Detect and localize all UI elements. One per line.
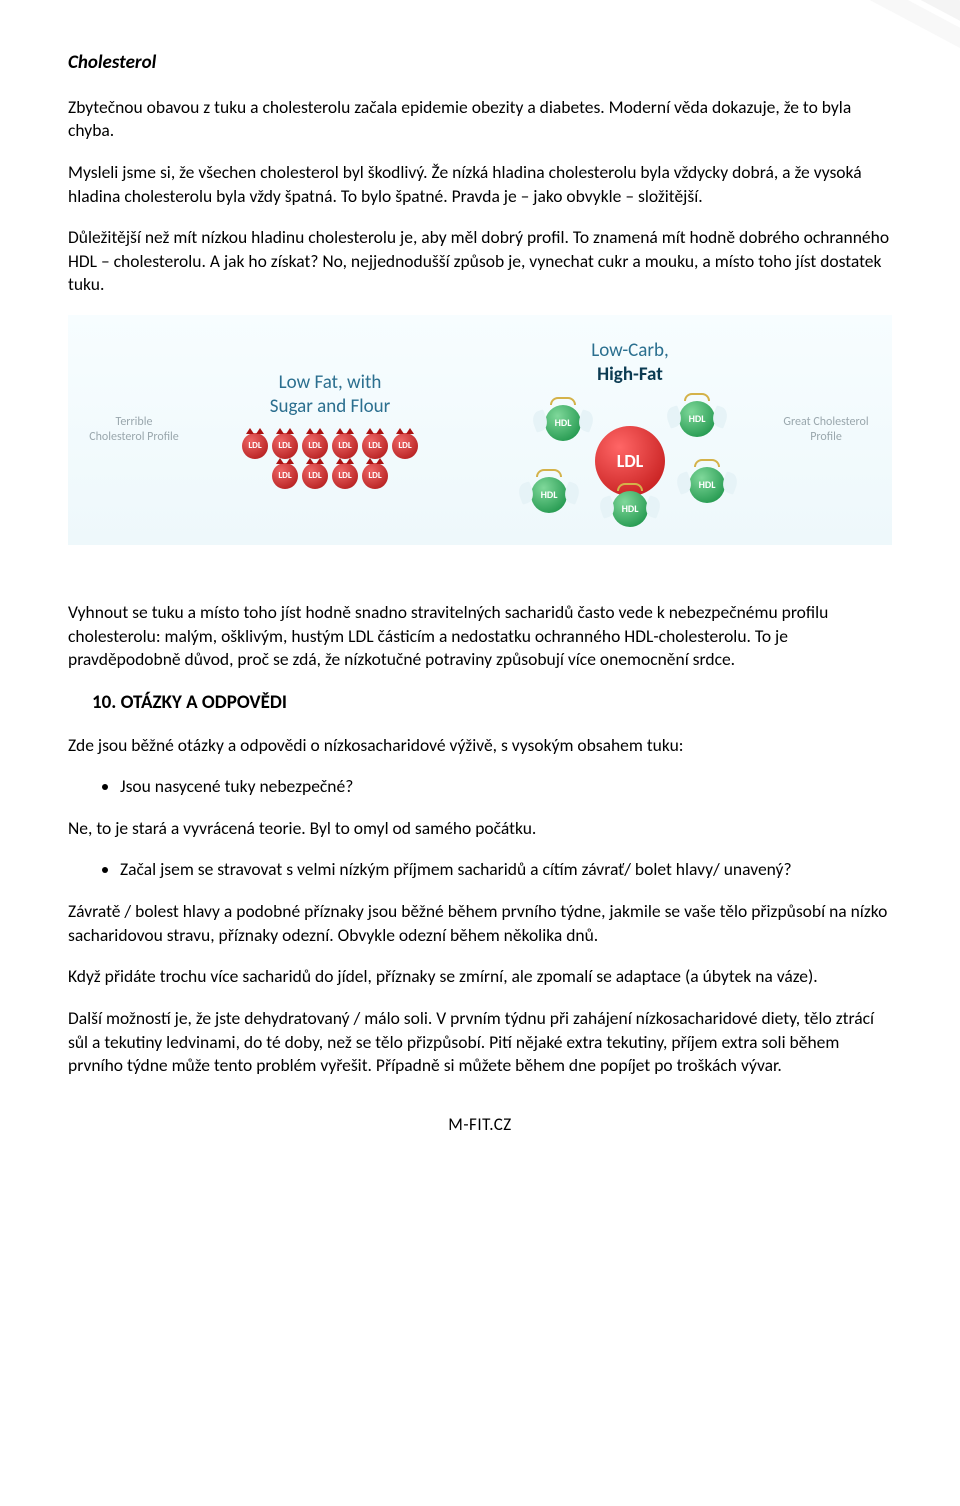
- figure-left-label: Terrible Cholesterol Profile: [88, 415, 180, 445]
- hdl-icon: HDL: [612, 491, 648, 527]
- hdl-icon: HDL: [531, 477, 567, 513]
- hdl-icon: HDL: [545, 405, 581, 441]
- paragraph: Vyhnout se tuku a místo toho jíst hodně …: [68, 601, 892, 672]
- answer-paragraph: Závratě / bolest hlavy a podobné příznak…: [68, 900, 892, 947]
- ldl-small-cluster: LDL LDL LDL LDL LDL LDL LDL LDL LDL LDL: [230, 433, 430, 489]
- paragraph: Důležitější než mít nízkou hladinu chole…: [68, 226, 892, 297]
- ldl-small-icon: LDL: [332, 433, 358, 459]
- question-item: Začal jsem se stravovat s velmi nízkým p…: [120, 858, 892, 882]
- figure-col-title: Low Fat, with Sugar and Flour: [270, 371, 390, 419]
- answer-paragraph: Další možností je, že jste dehydratovaný…: [68, 1007, 892, 1078]
- cholesterol-infographic: Terrible Cholesterol Profile Low Fat, wi…: [68, 315, 892, 545]
- hdl-icon: HDL: [679, 401, 715, 437]
- ldl-small-icon: LDL: [242, 433, 268, 459]
- ldl-small-icon: LDL: [392, 433, 418, 459]
- ldl-small-icon: LDL: [302, 433, 328, 459]
- answer-paragraph: Ne, to je stará a vyvrácená teorie. Byl …: [68, 817, 892, 841]
- figure-col-title: Low-Carb, High-Fat: [591, 339, 669, 387]
- paragraph: Zde jsou běžné otázky a odpovědi o nízko…: [68, 734, 892, 758]
- ldl-small-icon: LDL: [272, 433, 298, 459]
- title-line: Sugar and Flour: [270, 395, 390, 418]
- title-line-bold: High-Fat: [597, 363, 663, 386]
- figure-col-lowcarb: Low-Carb, High-Fat LDL HDL HDL HDL HDL H…: [480, 339, 780, 521]
- question-list: Jsou nasycené tuky nebezpečné?: [120, 775, 892, 799]
- title-line: Low Fat, with: [279, 371, 382, 394]
- ldl-small-icon: LDL: [362, 433, 388, 459]
- section-title: Cholesterol: [68, 50, 892, 76]
- figure-right-label: Great Cholesterol Profile: [780, 415, 872, 445]
- ldl-small-icon: LDL: [332, 463, 358, 489]
- ldl-small-icon: LDL: [362, 463, 388, 489]
- paragraph: Mysleli jsme si, že všechen cholesterol …: [68, 161, 892, 208]
- subsection-heading: 10. OTÁZKY A ODPOVĚDI: [92, 690, 892, 716]
- ldl-small-icon: LDL: [302, 463, 328, 489]
- page-footer: M-FIT.CZ: [68, 1114, 892, 1137]
- ldl-small-icon: LDL: [272, 463, 298, 489]
- question-item: Jsou nasycené tuky nebezpečné?: [120, 775, 892, 799]
- paragraph: Zbytečnou obavou z tuku a cholesterolu z…: [68, 96, 892, 143]
- figure-col-lowfat: Low Fat, with Sugar and Flour LDL LDL LD…: [180, 371, 480, 489]
- answer-paragraph: Když přidáte trochu více sacharidů do jí…: [68, 965, 892, 989]
- question-list: Začal jsem se stravovat s velmi nízkým p…: [120, 858, 892, 882]
- hdl-icon: HDL: [689, 467, 725, 503]
- ldl-hdl-cluster: LDL HDL HDL HDL HDL HDL: [525, 401, 735, 521]
- title-line: Low-Carb,: [591, 339, 669, 362]
